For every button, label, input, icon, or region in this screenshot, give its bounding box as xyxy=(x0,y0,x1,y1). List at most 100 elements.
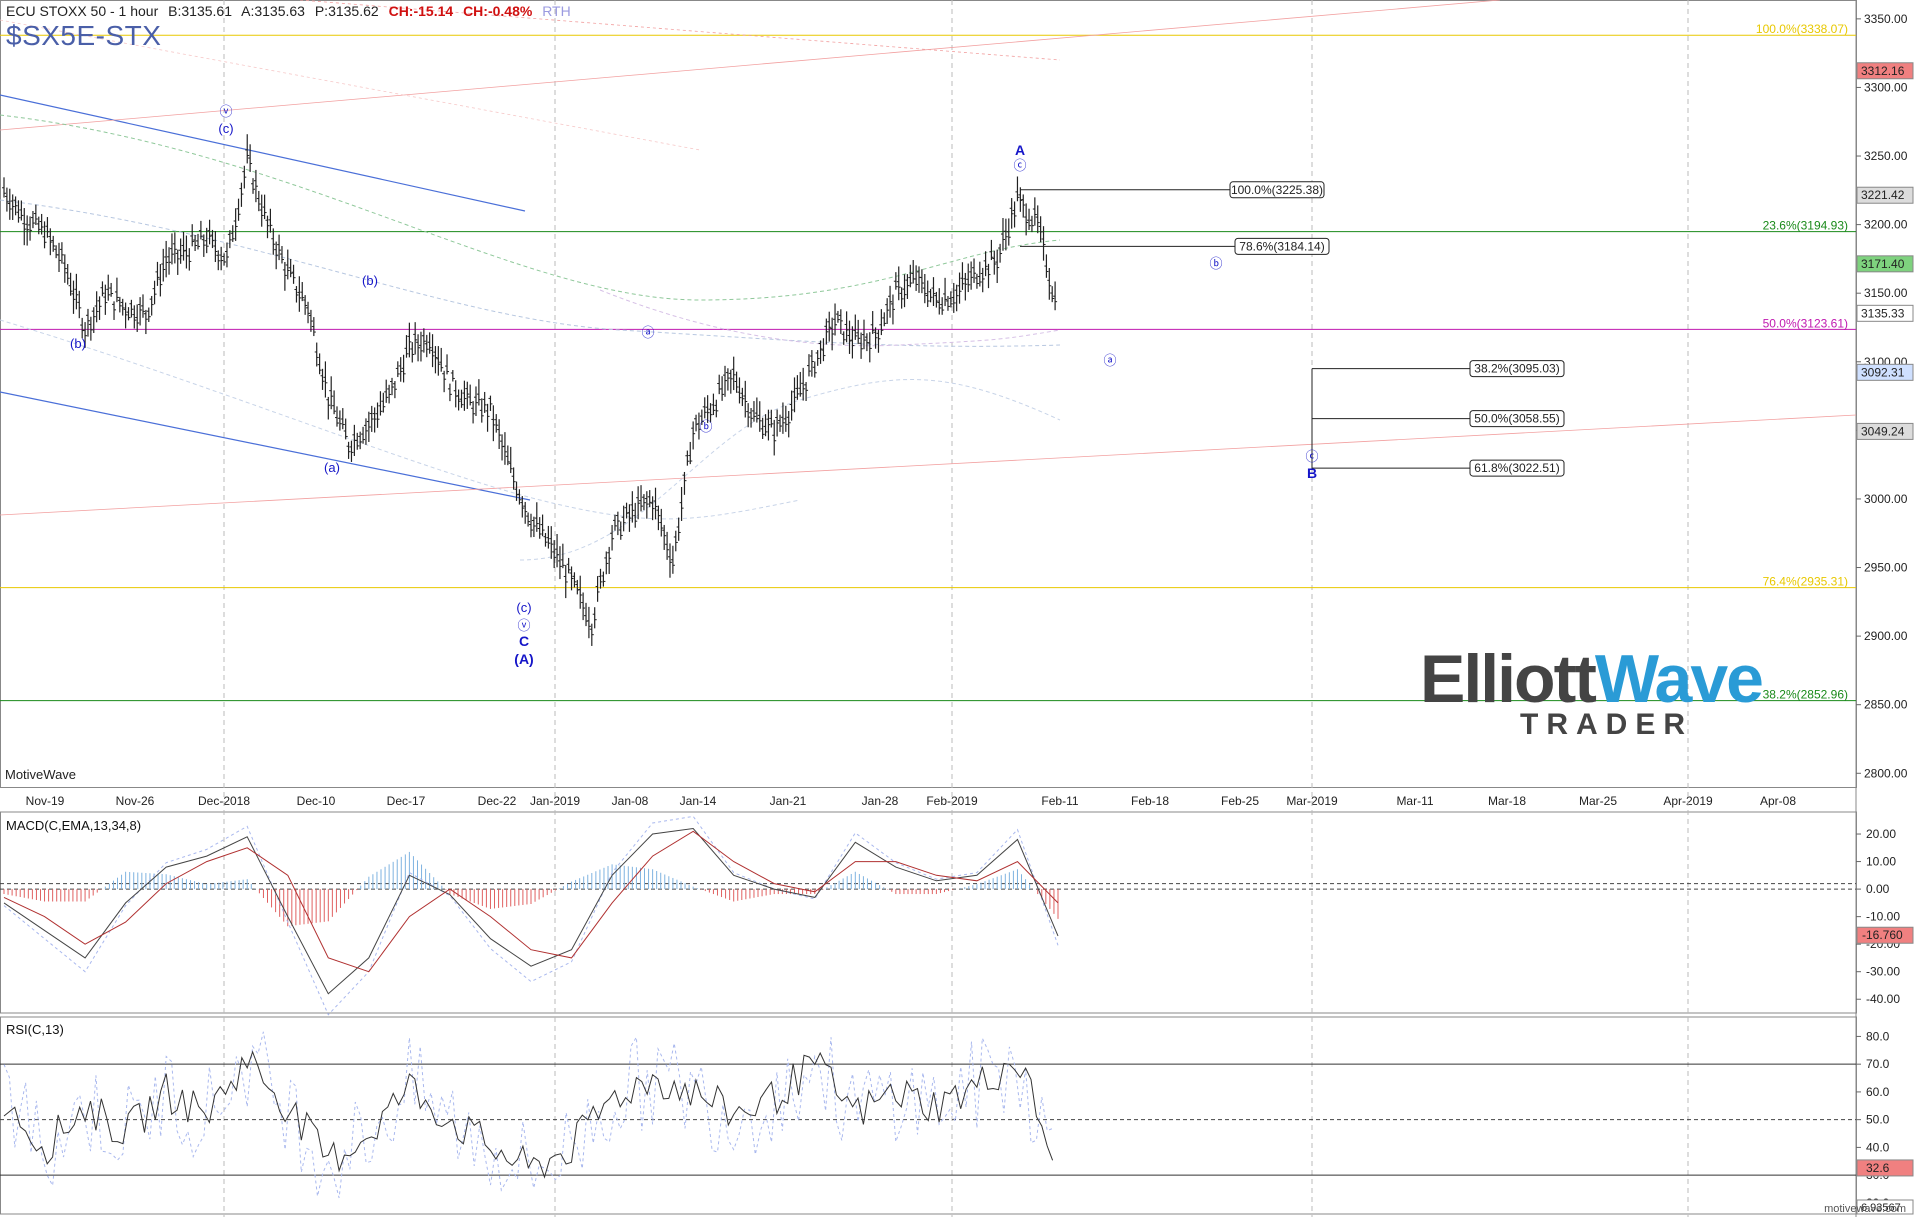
y-tick-label: 3250.00 xyxy=(1864,149,1908,163)
price-bar xyxy=(485,403,490,432)
price-bar xyxy=(636,486,641,520)
price-bar xyxy=(731,356,736,391)
x-tick-label: Dec-10 xyxy=(297,794,336,808)
moving-average xyxy=(0,114,1061,301)
x-tick-label: Nov-26 xyxy=(116,794,155,808)
price-bar xyxy=(277,234,282,261)
channel-lower-line xyxy=(0,391,531,501)
price-bar xyxy=(662,524,667,550)
price-bar xyxy=(210,229,215,249)
price-bar xyxy=(57,242,62,273)
price-bar xyxy=(65,264,70,285)
price-bar xyxy=(4,187,9,212)
price-bar xyxy=(248,144,253,172)
price-bar xyxy=(749,408,754,428)
retracement-label: 100.0%(3225.38) xyxy=(1231,183,1323,197)
x-tick-label: Nov-19 xyxy=(26,794,65,808)
price-bar xyxy=(691,421,696,450)
price-bar xyxy=(618,521,623,540)
price-bar xyxy=(856,319,861,345)
price-bar xyxy=(268,208,273,233)
price-bar xyxy=(578,575,583,609)
price-bar xyxy=(117,296,122,313)
x-tick-label: Mar-18 xyxy=(1488,794,1526,808)
price-bar xyxy=(155,261,160,286)
price-bar xyxy=(1027,208,1032,230)
fib-level-label: 38.2%(2852.96) xyxy=(1763,688,1848,702)
price-bar xyxy=(945,296,950,311)
price-bar xyxy=(271,228,276,255)
retracement-label: 61.8%(3022.51) xyxy=(1474,461,1559,475)
price-badge-label: 3221.42 xyxy=(1861,188,1905,202)
price-bar xyxy=(673,530,678,552)
price-bar xyxy=(633,502,638,528)
price-bar xyxy=(969,261,974,290)
trend-line-pink xyxy=(0,414,1857,516)
price-bar xyxy=(497,419,502,449)
price-bar xyxy=(259,194,264,227)
price-bar xyxy=(158,264,163,297)
price-bar xyxy=(343,418,348,440)
retracement-box xyxy=(1469,410,1565,428)
price-bar xyxy=(879,309,884,336)
price-bar xyxy=(1006,218,1011,246)
rsi-bottom-label: 6.93567 xyxy=(1861,1202,1901,1214)
price-bar xyxy=(114,277,119,303)
price-bar xyxy=(740,387,745,407)
price-bar xyxy=(190,224,195,247)
price-bar xyxy=(346,441,351,459)
price-bar xyxy=(812,361,817,378)
price-bar xyxy=(297,276,302,312)
price-bar xyxy=(589,623,594,646)
price-bar xyxy=(621,505,626,532)
price-bar xyxy=(427,332,432,354)
y-tick-label: 2850.00 xyxy=(1864,698,1908,712)
price-bar xyxy=(980,267,985,293)
price-bar xyxy=(908,264,913,288)
price-badge xyxy=(1856,422,1914,440)
price-bar xyxy=(207,219,212,245)
price-bar xyxy=(381,392,386,413)
price-bar xyxy=(491,405,496,442)
price-bar xyxy=(882,312,887,327)
price-bar xyxy=(911,260,916,284)
price-bar xyxy=(33,204,38,225)
price-bar xyxy=(914,265,919,291)
price-bar xyxy=(896,266,901,301)
price-bar xyxy=(138,297,143,326)
price-bar xyxy=(187,248,192,271)
x-tick-label: Jan-21 xyxy=(770,794,807,808)
price-bar xyxy=(1032,197,1037,226)
price-bar xyxy=(928,288,933,303)
price-bar xyxy=(22,208,27,246)
price-bar xyxy=(940,297,945,315)
price-bar xyxy=(418,331,423,362)
price-bar xyxy=(285,249,290,280)
price-bar xyxy=(905,274,910,299)
price-bar xyxy=(7,188,12,220)
price-bar xyxy=(763,414,768,437)
price-bar xyxy=(508,446,513,474)
price-bar xyxy=(595,576,600,602)
rsi-lines xyxy=(3,1031,1054,1199)
price-bar xyxy=(363,418,368,445)
price-bar xyxy=(462,380,467,411)
price-bar xyxy=(239,182,244,207)
price-bar xyxy=(983,251,988,277)
price-bar xyxy=(543,533,548,547)
wave-label: ⓥ xyxy=(219,104,232,119)
price-bar xyxy=(702,397,707,419)
session-label: RTH xyxy=(542,3,571,19)
macd-signal-line xyxy=(3,830,1059,973)
macd-line xyxy=(3,827,1059,995)
price-bar xyxy=(804,382,809,401)
price-bar xyxy=(639,485,644,512)
price-bar xyxy=(694,414,699,432)
price-bar xyxy=(644,491,649,519)
wave-label: ⓐ xyxy=(1103,353,1116,368)
x-tick-label: Mar-11 xyxy=(1396,794,1433,808)
price-bar xyxy=(937,288,942,315)
rsi-bottom-badge xyxy=(1856,1199,1914,1215)
price-bar xyxy=(873,327,878,349)
price-bar xyxy=(502,432,507,465)
